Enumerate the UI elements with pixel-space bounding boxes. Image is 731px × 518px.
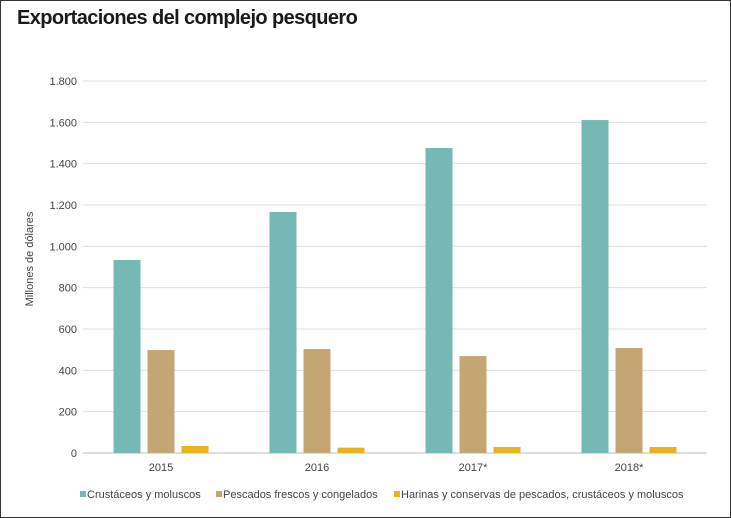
- y-tick-label: 800: [59, 283, 77, 295]
- y-tick-label: 1.400: [49, 159, 77, 171]
- bar-2018-series-0: [581, 120, 609, 453]
- y-tick-label: 600: [59, 324, 77, 336]
- legend-swatch: [394, 491, 400, 497]
- bar-2018-series-2: [649, 447, 677, 453]
- legend-label: Crustáceos y moluscos: [87, 489, 201, 501]
- bar-2017-series-2: [493, 447, 521, 453]
- bar-2015-series-0: [113, 259, 141, 453]
- gridlines: [83, 80, 707, 454]
- x-tick-label: 2018*: [615, 462, 644, 474]
- legend-label: Harinas y conservas de pescados, crustác…: [401, 489, 684, 501]
- bar-2017-series-1: [459, 356, 487, 453]
- bar-2016-series-2: [337, 447, 365, 453]
- y-tick-label: 1.000: [49, 241, 77, 253]
- legend-label: Pescados frescos y congelados: [223, 489, 378, 501]
- bar-2018-series-1: [615, 348, 643, 453]
- bar-2016-series-0: [269, 212, 297, 453]
- legend-swatch: [216, 491, 222, 497]
- bar-2016-series-1: [303, 349, 331, 453]
- x-tick-labels: 2015 2016 2017* 2018*: [149, 462, 644, 474]
- y-tick-label: 0: [71, 448, 77, 460]
- x-tick-label: 2015: [149, 462, 173, 474]
- y-tick-label: 200: [59, 407, 77, 419]
- y-tick-label: 1.200: [49, 200, 77, 212]
- y-tick-label: 1.600: [49, 117, 77, 129]
- legend: Crustáceos y moluscos Pescados frescos y …: [80, 489, 684, 501]
- bar-2017-series-0: [425, 147, 453, 453]
- y-axis-label: Millones de dólares: [24, 211, 36, 306]
- chart-title: Exportaciones del complejo pesquero: [17, 7, 358, 29]
- y-tick-labels: 0 200 400 600 800 1.000 1.200 1.400 1.600 1.800: [49, 76, 77, 460]
- bars: [113, 120, 677, 453]
- x-tick-label: 2016: [305, 462, 329, 474]
- y-tick-label: 400: [59, 365, 77, 377]
- x-tick-label: 2017*: [459, 462, 488, 474]
- bar-2015-series-2: [181, 445, 209, 453]
- bar-2015-series-1: [147, 350, 175, 453]
- legend-swatch: [80, 491, 86, 497]
- y-tick-label: 1.800: [49, 76, 77, 88]
